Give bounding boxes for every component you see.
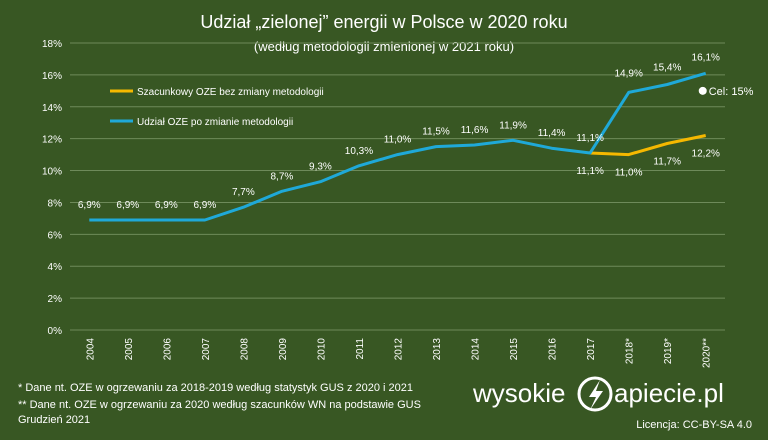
x-tick-label: 2011 — [355, 338, 366, 360]
data-label-new-method: 11,5% — [422, 127, 450, 138]
y-tick-label: 6% — [48, 230, 63, 241]
brand-logo: wysokie apiecie.pl — [472, 376, 724, 412]
bolt-icon — [589, 380, 603, 410]
legend-label-estimate: Szacunkowy OZE bez zmiany metodologii — [137, 87, 324, 98]
x-tick-label: 2019* — [663, 338, 674, 364]
legend-label-new-method: Udział OZE po zmianie metodologii — [137, 117, 293, 128]
data-label-new-method: 9,3% — [309, 162, 332, 173]
y-tick-label: 8% — [48, 198, 63, 209]
data-label-estimate: 11,1% — [576, 166, 604, 177]
x-tick-label: 2016 — [548, 338, 559, 361]
x-tick-label: 2004 — [85, 338, 96, 361]
data-label-new-method: 15,4% — [653, 62, 681, 73]
y-tick-label: 10% — [42, 167, 62, 178]
series-line-new-method — [89, 71, 707, 222]
y-tick-labels: 0% 2% 4% 6% 8% 10% 12% 14% 16% 18% — [42, 39, 62, 337]
y-tick-label: 14% — [42, 103, 62, 114]
x-tick-label: 2015 — [509, 338, 520, 361]
data-label-new-method: 6,9% — [78, 200, 101, 211]
data-label-new-method: 11,0% — [384, 135, 412, 146]
brand-text-left: wysokie — [472, 378, 565, 408]
target-marker: Cel: 15% — [698, 86, 754, 98]
y-tick-label: 4% — [48, 262, 63, 273]
x-tick-label: 2006 — [162, 338, 173, 361]
data-labels: 6,9% 6,9% 6,9% 6,9% 7,7% 8,7% 9,3% 10,3% 11,0% 11… — [78, 52, 720, 211]
y-tick-label: 16% — [42, 71, 62, 82]
y-tick-label: 18% — [42, 39, 62, 50]
brand-text-right: apiecie.pl — [614, 378, 724, 408]
bolt-icon-ring — [577, 376, 613, 412]
x-tick-label: 2018* — [625, 338, 636, 364]
data-label-new-method: 8,7% — [271, 171, 294, 182]
x-tick-label: 2007 — [201, 338, 212, 361]
data-label-estimate: 12,2% — [692, 148, 720, 159]
x-tick-label: 2013 — [432, 338, 443, 361]
series-lines — [89, 71, 707, 222]
data-label-new-method: 14,9% — [614, 68, 642, 79]
data-label-new-method: 11,4% — [538, 128, 566, 139]
y-tick-label: 0% — [48, 326, 63, 337]
data-label-new-method: 10,3% — [345, 146, 373, 157]
x-tick-label: 2010 — [316, 338, 327, 361]
data-label-estimate: 11,7% — [653, 156, 681, 167]
data-label-new-method: 6,9% — [155, 200, 178, 211]
data-label-new-method: 11,9% — [499, 120, 527, 131]
x-tick-label: 2008 — [239, 338, 250, 361]
target-dot — [698, 86, 707, 95]
legend: Szacunkowy OZE bez zmiany metodologii Ud… — [110, 87, 324, 128]
license-text: Licencja: CC-BY-SA 4.0 — [636, 419, 752, 431]
target-label: Cel: 15% — [709, 86, 754, 98]
data-label-estimate: 11,0% — [615, 168, 643, 179]
x-tick-label: 2009 — [278, 338, 289, 361]
x-tick-labels: 2004 2005 2006 2007 2008 2009 2010 2011 2012 2013… — [85, 338, 712, 368]
data-label-new-method: 11,1% — [576, 133, 604, 144]
x-tick-label: 2017 — [586, 338, 597, 361]
x-tick-label: 2012 — [394, 338, 405, 361]
grid-lines — [70, 42, 725, 331]
x-tick-label: 2020** — [702, 338, 713, 368]
footnote-2: ** Dane nt. OZE w ogrzewaniu za 2020 wed… — [18, 399, 421, 411]
y-tick-label: 2% — [48, 294, 63, 305]
data-label-new-method: 6,9% — [116, 200, 139, 211]
x-tick-label: 2014 — [471, 338, 482, 361]
data-label-new-method: 7,7% — [232, 187, 255, 198]
data-label-new-method: 6,9% — [193, 200, 216, 211]
chart-subtitle: (według metodologii zmienionej w 2021 ro… — [254, 39, 514, 54]
chart-title: Udział „zielonej” energii w Polsce w 202… — [200, 12, 567, 32]
series-line-estimate — [590, 134, 707, 157]
data-label-new-method: 11,6% — [461, 125, 489, 136]
x-tick-label: 2005 — [124, 338, 135, 361]
y-tick-label: 12% — [42, 135, 62, 146]
data-label-new-method: 16,1% — [692, 52, 720, 63]
footnote-1: * Dane nt. OZE w ogrzewaniu za 2018-2019… — [18, 382, 413, 394]
footnote-3: Grudzień 2021 — [18, 414, 90, 426]
